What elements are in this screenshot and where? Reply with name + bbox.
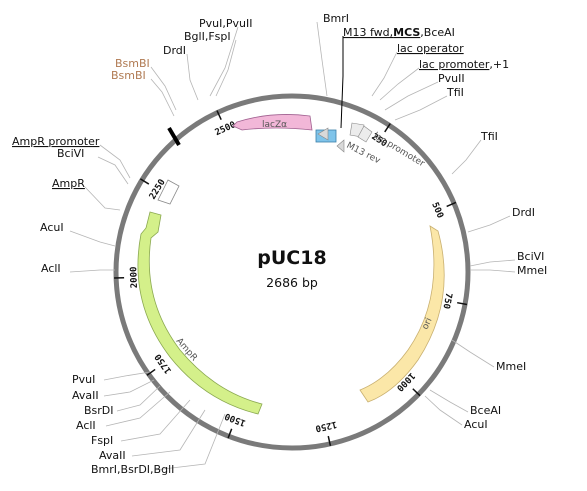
tick-mark [457, 301, 468, 306]
site-tfiI-right[interactable]: TfiI [480, 130, 498, 143]
plasmid-name: pUC18 [257, 247, 326, 269]
site-drdI-top[interactable]: DrdI [163, 44, 186, 57]
site-fspI[interactable]: FspI [91, 434, 113, 447]
m13-rev-arrow-1 [317, 127, 329, 141]
site-pvuI-pvuII[interactable]: PvuI,PvuII [199, 17, 252, 30]
site-acuI-left[interactable]: AcuI [40, 221, 64, 234]
site-lac-promoter[interactable]: lac promoter,+1 [419, 58, 509, 71]
m13-rev-arrow-2 [336, 139, 345, 153]
m13fwd-text: M13 fwd, [343, 26, 393, 39]
plasmid-backbone [113, 93, 471, 451]
ori-feature[interactable] [359, 225, 445, 403]
site-pvuI[interactable]: PvuI [72, 373, 95, 386]
site-bceAI-lower[interactable]: BceAI [470, 404, 501, 417]
site-bsmBI-1[interactable]: BsmBI [115, 57, 150, 70]
site-bsrDI[interactable]: BsrDI [84, 404, 114, 417]
site-ampr-promoter[interactable]: AmpR promoter [12, 135, 100, 148]
site-avaII-1[interactable]: AvaII [72, 389, 99, 402]
tick-label: 2000 [129, 266, 140, 288]
tick-mark [227, 428, 233, 439]
tick-mark [384, 123, 391, 133]
plasmid-length: 2686 bp [266, 275, 318, 290]
site-bsmBI-2[interactable]: BsmBI [111, 69, 146, 82]
site-bglI-fspI[interactable]: BglI,FspI [184, 30, 231, 43]
site-bmrI-bsrDI-bglI[interactable]: BmrI,BsrDI,BglI [91, 463, 174, 476]
origin-marker [167, 126, 181, 147]
lac-promoter-text: lac promoter [419, 58, 490, 71]
lacz-alpha-feature[interactable] [232, 114, 313, 131]
ampr-feature[interactable] [137, 211, 263, 415]
lac-promoter-feature [357, 125, 373, 143]
tick-mark [327, 435, 332, 446]
tick-mark [139, 178, 150, 185]
leader-lines [69, 21, 516, 471]
site-bmrI-top[interactable]: BmrI [323, 12, 349, 25]
tick-mark [216, 110, 222, 120]
site-aclI-left[interactable]: AclI [41, 262, 61, 275]
site-pvuII[interactable]: PvuII [438, 72, 465, 85]
tick-label: 1250 [314, 419, 337, 433]
site-lac-operator[interactable]: lac operator [397, 42, 464, 55]
site-bciVI-right[interactable]: BciVI [517, 250, 544, 263]
site-drdI-right[interactable]: DrdI [512, 206, 535, 219]
site-avaII-2[interactable]: AvaII [99, 449, 126, 462]
tick-label: 750 [440, 292, 453, 310]
tick-label: 2500 [214, 120, 238, 138]
site-mmeI-right[interactable]: MmeI [517, 264, 547, 277]
ori-label: ori [421, 316, 435, 331]
site-aclI-lower[interactable]: AclI [76, 419, 96, 432]
site-m13fwd-mcs-bceai[interactable]: M13 fwd,MCS,BceAI [343, 26, 455, 39]
tick-mark [412, 388, 421, 397]
plus1-text: ,+1 [489, 58, 509, 71]
site-bciVI-left[interactable]: BciVI [57, 147, 84, 160]
tick-mark [446, 201, 457, 208]
bceai-text: ,BceAI [420, 26, 455, 39]
site-ampr[interactable]: AmpR [52, 177, 85, 190]
tick-label: 500 [429, 201, 445, 220]
tick-mark [146, 368, 156, 376]
site-acuI-lower[interactable]: AcuI [464, 418, 488, 431]
ampr-promoter-feature [157, 179, 180, 205]
tick-label: 1500 [224, 410, 248, 427]
site-mmeI-lower[interactable]: MmeI [496, 360, 526, 373]
mcs-text: MCS [393, 26, 420, 39]
site-tfiI-top[interactable]: TfiI [446, 86, 464, 99]
lacz-alpha-label: lacZα [262, 120, 287, 130]
